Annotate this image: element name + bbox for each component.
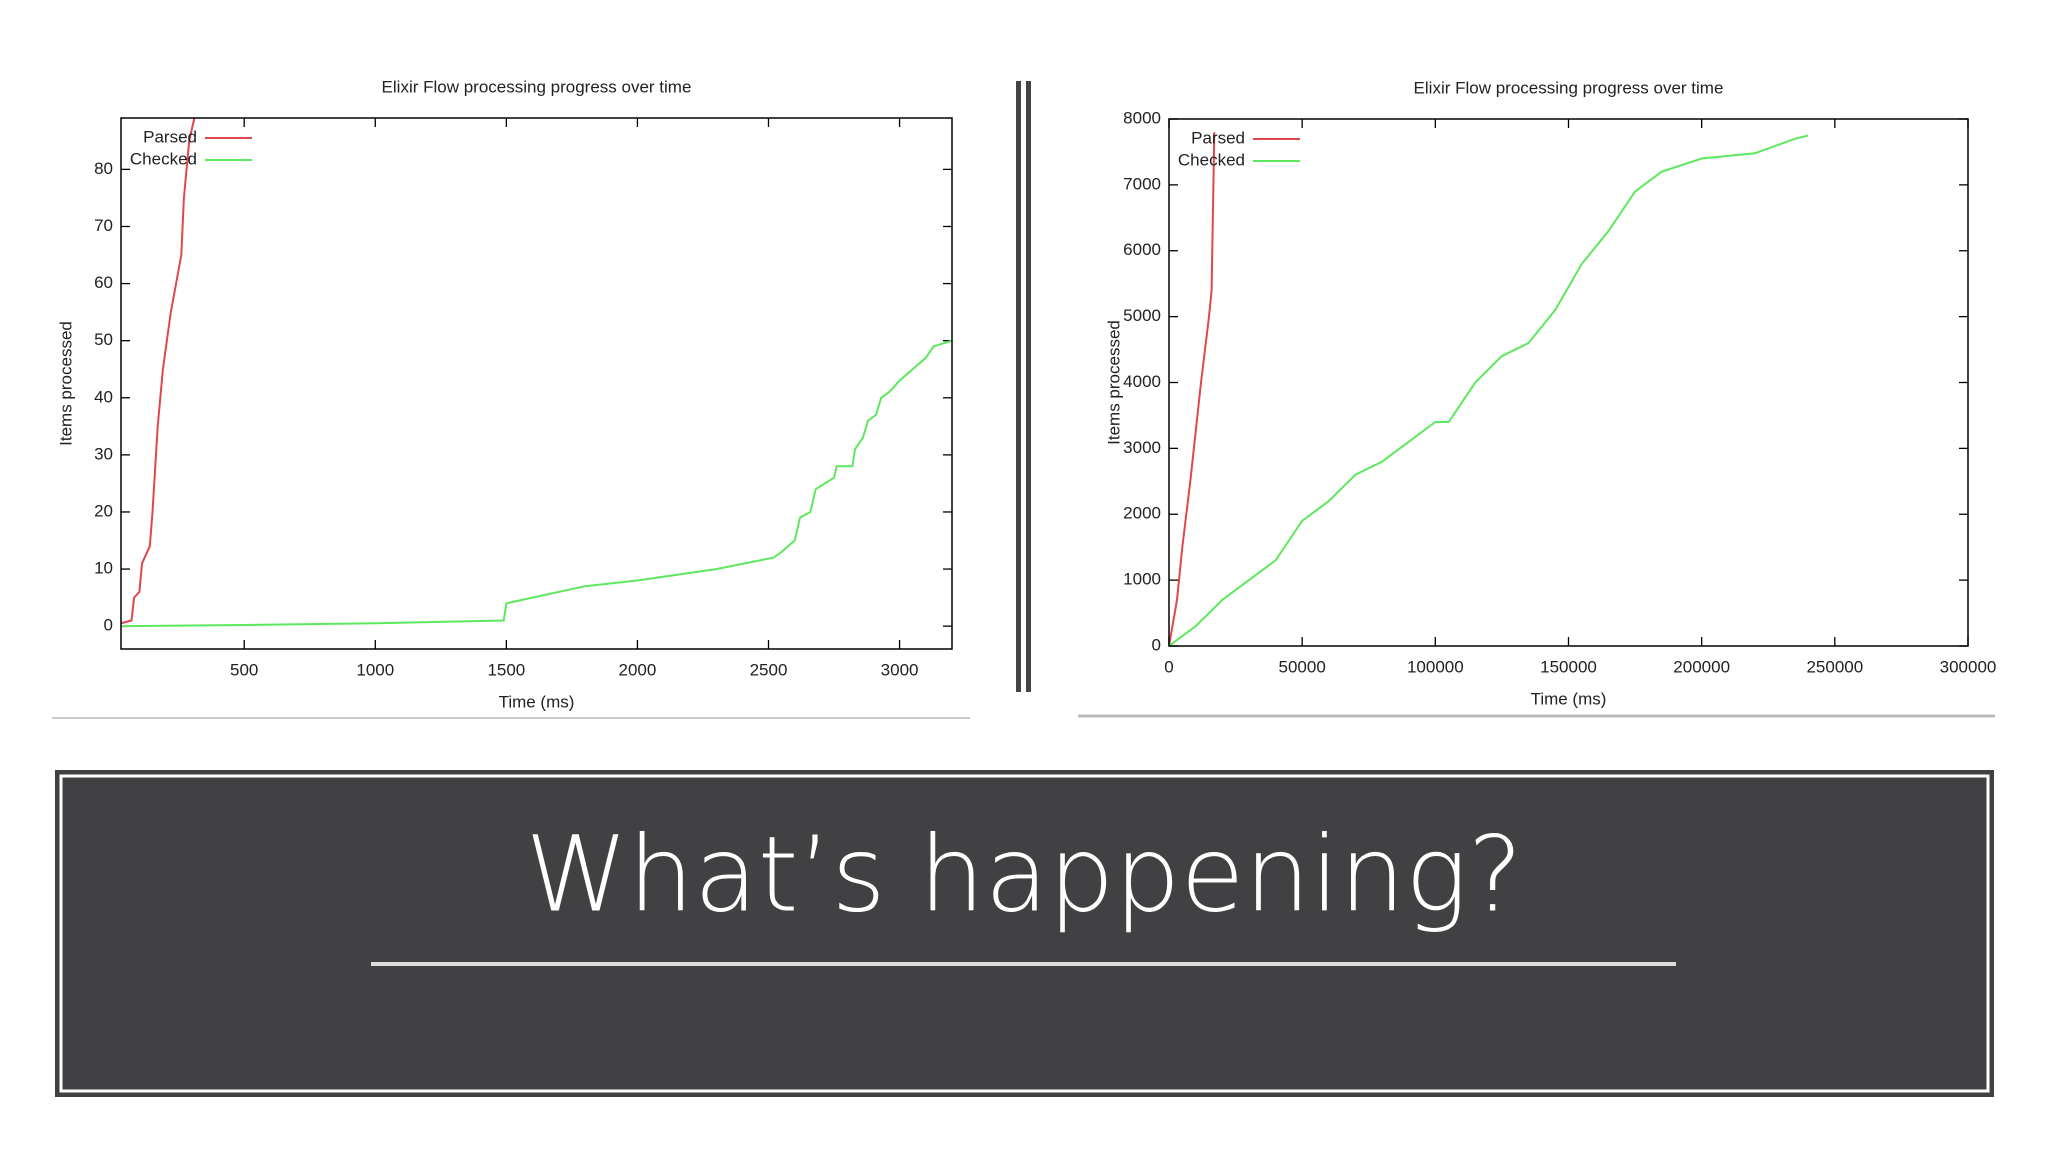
x-tick-label: 500 (230, 660, 258, 679)
x-tick-label: 300000 (1940, 657, 1997, 676)
plot-frame (1168, 118, 1969, 647)
y-tick-label: 5000 (1123, 306, 1161, 325)
chart: Elixir Flow processing progress over tim… (1104, 78, 1996, 708)
banner (55, 770, 1994, 1097)
series-line (121, 339, 952, 628)
x-tick-label: 1500 (487, 660, 525, 679)
y-tick-label: 8000 (1123, 108, 1161, 127)
y-tick-label: 4000 (1123, 372, 1161, 391)
y-tick-label: 3000 (1123, 438, 1161, 457)
x-axis-label: Time (ms) (499, 692, 575, 711)
slide-title: What’s happening? (525, 813, 1523, 935)
x-tick-label: 2000 (619, 660, 657, 679)
series-line (1169, 132, 1216, 646)
legend-label: Checked (1178, 150, 1245, 169)
x-tick-label: 250000 (1806, 657, 1863, 676)
divider (1016, 81, 1021, 692)
x-tick-label: 3000 (881, 660, 919, 679)
y-tick-label: 80 (94, 159, 113, 178)
y-tick-label: 7000 (1123, 174, 1161, 193)
y-tick-label: 70 (94, 216, 113, 235)
x-tick-label: 2500 (750, 660, 788, 679)
x-tick-label: 50000 (1279, 657, 1326, 676)
x-tick-label: 1000 (356, 660, 394, 679)
x-tick-label: 100000 (1407, 657, 1464, 676)
series-line (1169, 134, 1809, 646)
y-tick-label: 2000 (1123, 504, 1161, 523)
divider (1026, 81, 1031, 692)
x-axis-label: Time (ms) (1531, 689, 1607, 708)
y-tick-label: 40 (94, 387, 113, 406)
chart: Elixir Flow processing progress over tim… (56, 77, 953, 711)
x-tick-label: 150000 (1540, 657, 1597, 676)
y-tick-label: 6000 (1123, 240, 1161, 259)
y-axis-label: Items processed (1104, 320, 1123, 445)
legend-label: Parsed (1191, 128, 1245, 147)
y-tick-label: 30 (94, 444, 113, 463)
x-tick-label: 0 (1164, 657, 1173, 676)
y-tick-label: 0 (104, 616, 113, 635)
banner-border (59, 774, 1990, 1093)
plot-frame (120, 117, 953, 650)
y-tick-label: 50 (94, 330, 113, 349)
y-tick-label: 0 (1152, 635, 1161, 654)
y-tick-label: 20 (94, 501, 113, 520)
y-axis-label: Items processed (56, 321, 75, 446)
legend-label: Parsed (143, 127, 197, 146)
chart-title: Elixir Flow processing progress over tim… (1414, 78, 1724, 97)
y-tick-label: 60 (94, 273, 113, 292)
y-tick-label: 10 (94, 559, 113, 578)
legend-label: Checked (130, 149, 197, 168)
chart-title: Elixir Flow processing progress over tim… (382, 77, 692, 96)
series-line (121, 118, 196, 625)
y-tick-label: 1000 (1123, 570, 1161, 589)
x-tick-label: 200000 (1673, 657, 1730, 676)
